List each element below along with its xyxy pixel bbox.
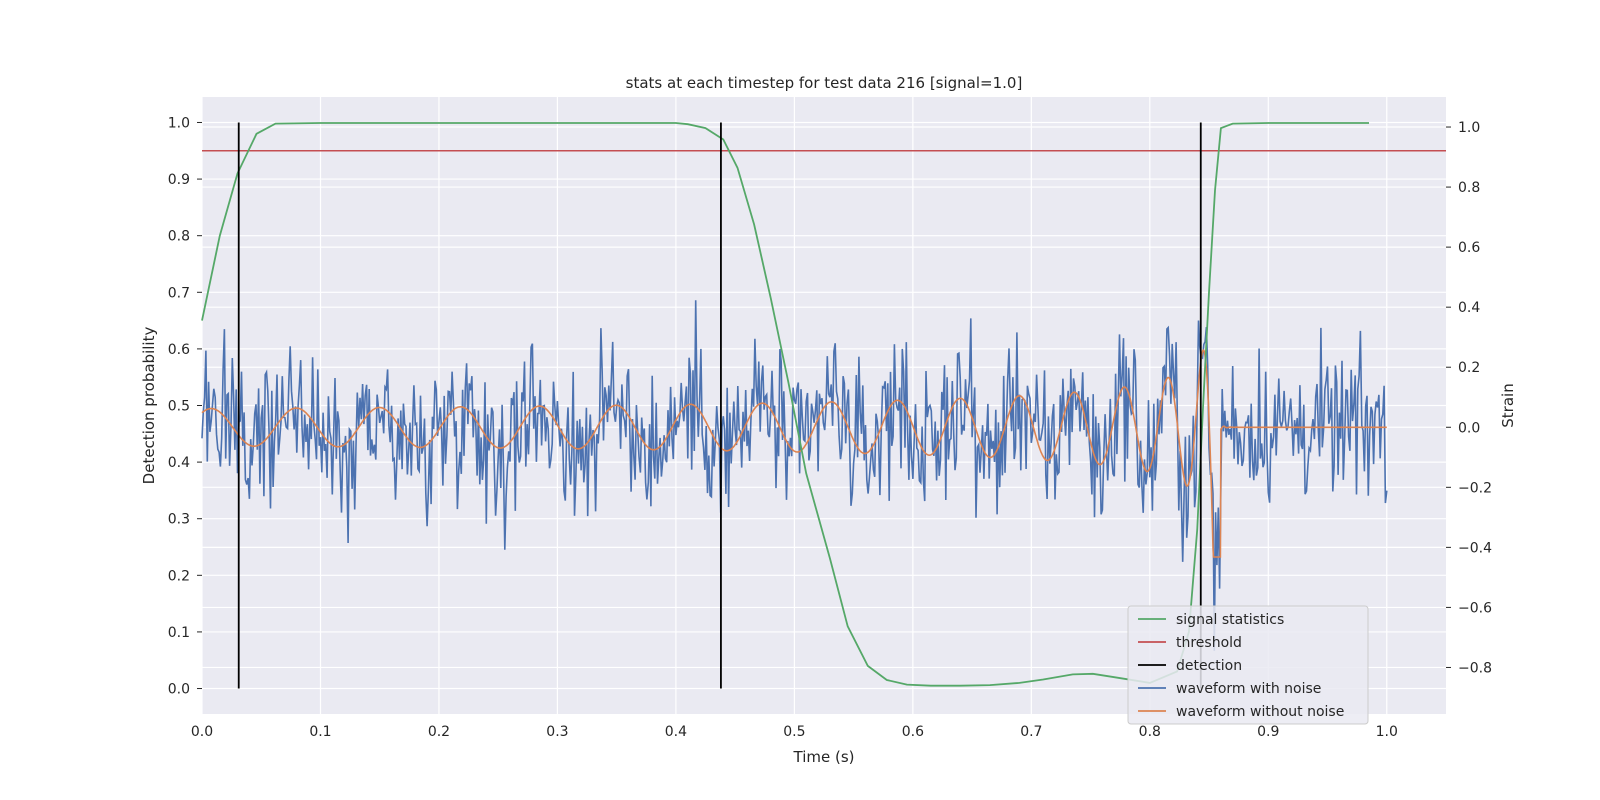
y-tick-label: 0.1 xyxy=(168,625,190,641)
x-tick-label: 0.5 xyxy=(783,724,805,740)
signal-statistics-series xyxy=(201,122,1369,687)
y2-tick-label: 1.0 xyxy=(1458,120,1480,136)
y2-axis-label: Strain xyxy=(1499,383,1517,427)
y-tick-label: 0.6 xyxy=(168,342,190,358)
chart-title: stats at each timestep for test data 216… xyxy=(626,74,1023,92)
x-tick-label: 0.8 xyxy=(1139,724,1161,740)
y2-tick-label: −0.8 xyxy=(1458,660,1492,676)
y-tick-label: 0.4 xyxy=(168,455,190,471)
y-tick-label: 0.5 xyxy=(168,399,190,415)
y2-tick-label: 0.4 xyxy=(1458,300,1480,316)
legend: signal statistics threshold detection wavef… xyxy=(1127,605,1369,725)
signal-statistics-line xyxy=(201,122,1369,687)
y-tick-label: 0.2 xyxy=(168,568,190,584)
y2-tick-label: −0.2 xyxy=(1458,480,1492,496)
x-tick-label: 0.7 xyxy=(1020,724,1042,740)
x-tick-label: 1.0 xyxy=(1376,724,1398,740)
legend-box xyxy=(1127,605,1369,725)
waveform-without-noise-series xyxy=(201,349,1387,558)
grid-lines xyxy=(201,97,1446,714)
y-tick-label: 0.7 xyxy=(168,285,190,301)
y2-tick-label: 0.6 xyxy=(1458,240,1480,256)
legend-label: waveform without noise xyxy=(1176,704,1344,720)
x-tick-label: 0.6 xyxy=(902,724,924,740)
waveform-with-noise-series xyxy=(201,300,1388,651)
y-axis-label: Detection probability xyxy=(140,327,158,485)
y-tick-label: 0.0 xyxy=(168,682,190,698)
legend-label: detection xyxy=(1176,658,1242,674)
detection-series xyxy=(237,122,1202,689)
y2-tick-label: 0.2 xyxy=(1458,360,1480,376)
waveform-without-noise-line xyxy=(201,349,1387,558)
x-axis-label: Time (s) xyxy=(793,748,855,766)
legend-label: signal statistics xyxy=(1176,612,1284,628)
waveform-with-noise-line xyxy=(201,300,1388,651)
x-tick-label: 0.9 xyxy=(1257,724,1279,740)
y-tick-label: 0.3 xyxy=(168,512,190,528)
x-tick-label: 0.1 xyxy=(309,724,331,740)
legend-label: waveform with noise xyxy=(1176,681,1321,697)
x-tick-label: 0.2 xyxy=(428,724,450,740)
x-tick-label: 0.4 xyxy=(665,724,687,740)
y2-tick-label: 0.8 xyxy=(1458,180,1480,196)
y-tick-label: 1.0 xyxy=(168,115,190,131)
x-tick-label: 0.3 xyxy=(546,724,568,740)
y-tick-label: 0.8 xyxy=(168,229,190,245)
y2-tick-label: 0.0 xyxy=(1458,420,1480,436)
axes: 0.0 0.1 0.2 0.3 0.4 0.5 0.6 0.7 0.8 0.9 1.0 0.0 0.1 0… xyxy=(168,115,1492,740)
y2-tick-label: −0.4 xyxy=(1458,540,1492,556)
legend-label: threshold xyxy=(1176,635,1242,651)
y2-tick-label: −0.6 xyxy=(1458,600,1492,616)
x-tick-label: 0.0 xyxy=(191,724,213,740)
y-tick-label: 0.9 xyxy=(168,172,190,188)
